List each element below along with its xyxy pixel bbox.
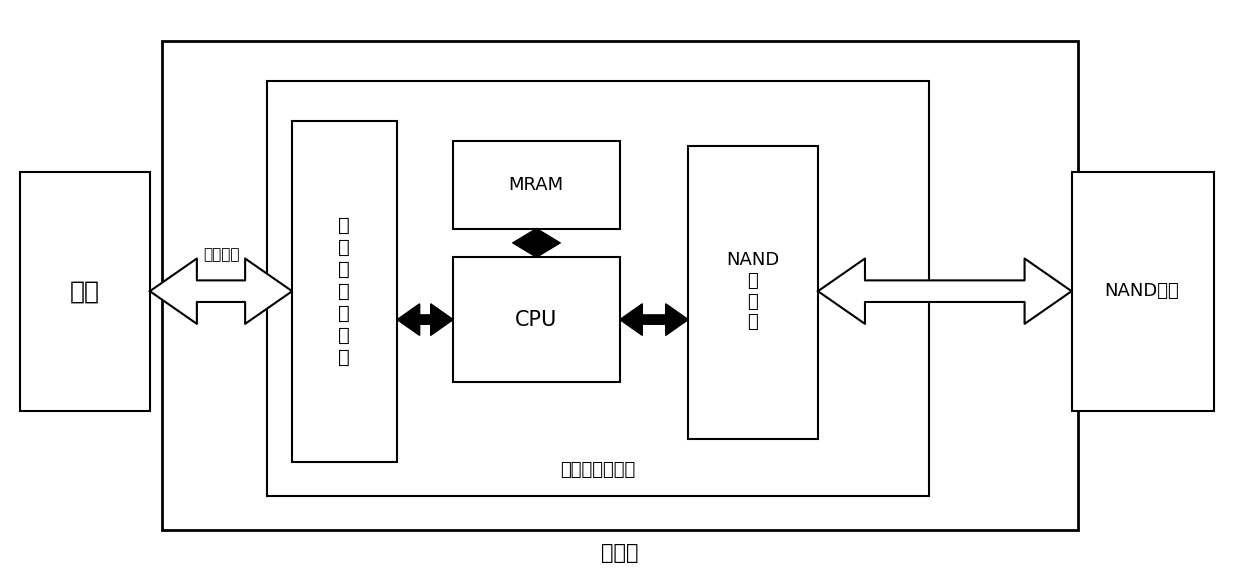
- Text: 主
机
接
口
控
制
器: 主 机 接 口 控 制 器: [339, 216, 350, 367]
- Text: MRAM: MRAM: [508, 176, 563, 194]
- Text: NAND芯片: NAND芯片: [1105, 282, 1179, 300]
- Bar: [453, 140, 620, 228]
- Text: CPU: CPU: [515, 309, 557, 329]
- Bar: [20, 172, 150, 411]
- Polygon shape: [150, 259, 293, 324]
- Polygon shape: [818, 259, 1071, 324]
- Text: 主机接口: 主机接口: [203, 247, 239, 262]
- Bar: [268, 81, 929, 496]
- Bar: [1071, 172, 1214, 411]
- Polygon shape: [397, 304, 453, 335]
- Polygon shape: [620, 304, 688, 335]
- Bar: [293, 120, 397, 461]
- Text: 主机: 主机: [69, 279, 99, 303]
- Bar: [688, 146, 818, 439]
- Bar: [162, 41, 1078, 530]
- Text: 存储卡控制芯片: 存储卡控制芯片: [560, 461, 635, 479]
- Polygon shape: [513, 228, 560, 257]
- Text: NAND
控
制
器: NAND 控 制 器: [725, 251, 779, 331]
- Text: 存储卡: 存储卡: [601, 542, 639, 562]
- Bar: [453, 257, 620, 382]
